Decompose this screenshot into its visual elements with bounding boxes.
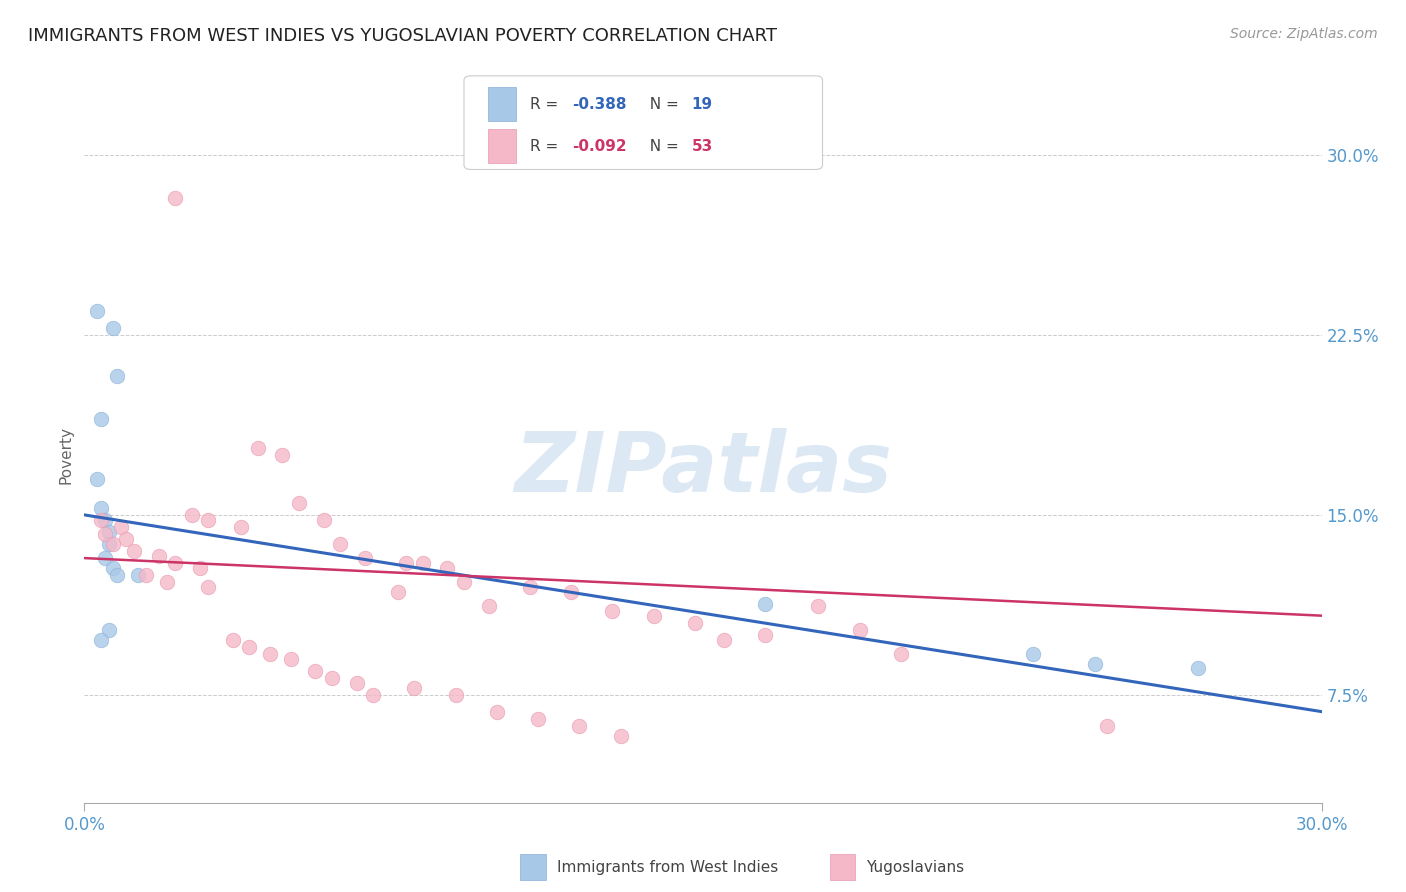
Point <box>304 664 326 678</box>
Point <box>477 599 499 613</box>
Text: -0.388: -0.388 <box>572 96 627 112</box>
Point <box>485 705 508 719</box>
Point <box>453 575 475 590</box>
Point <box>683 615 706 630</box>
Point <box>127 567 149 582</box>
Point <box>110 520 132 534</box>
Point <box>156 575 179 590</box>
Point <box>180 508 202 522</box>
Point <box>98 623 121 637</box>
Point <box>238 640 260 654</box>
Point <box>165 191 187 205</box>
Point <box>387 584 409 599</box>
Point <box>353 551 375 566</box>
Text: Source: ZipAtlas.com: Source: ZipAtlas.com <box>1230 27 1378 41</box>
Point <box>609 729 631 743</box>
Text: N =: N = <box>640 139 683 154</box>
Point <box>754 628 776 642</box>
Point <box>600 604 623 618</box>
Point <box>197 513 219 527</box>
Point <box>90 632 112 647</box>
Point <box>395 556 418 570</box>
Point <box>312 513 335 527</box>
Point <box>86 304 108 318</box>
Point <box>94 551 117 566</box>
Point <box>519 580 541 594</box>
Point <box>560 584 582 599</box>
Point <box>86 472 108 486</box>
Point <box>103 560 125 574</box>
Text: -0.092: -0.092 <box>572 139 627 154</box>
Text: Immigrants from West Indies: Immigrants from West Indies <box>557 860 778 874</box>
Point <box>1084 657 1107 671</box>
Text: ZIPatlas: ZIPatlas <box>515 428 891 509</box>
Point <box>1187 661 1209 675</box>
Point <box>103 537 125 551</box>
Y-axis label: Poverty: Poverty <box>58 425 73 484</box>
Point <box>165 556 187 570</box>
Point <box>98 537 121 551</box>
Point <box>148 549 170 563</box>
Point <box>568 719 591 733</box>
Point <box>321 671 343 685</box>
Point <box>259 647 281 661</box>
Point <box>188 560 211 574</box>
Point <box>1022 647 1045 661</box>
Point <box>346 676 368 690</box>
Point <box>90 513 112 527</box>
Point <box>329 537 352 551</box>
Text: 19: 19 <box>692 96 713 112</box>
Text: R =: R = <box>530 96 564 112</box>
Point <box>105 567 128 582</box>
Point <box>890 647 912 661</box>
Point <box>643 608 665 623</box>
Point <box>436 560 458 574</box>
Point <box>98 524 121 539</box>
Point <box>280 652 302 666</box>
Point <box>105 368 128 383</box>
Text: R =: R = <box>530 139 564 154</box>
Point <box>222 632 245 647</box>
Point <box>90 500 112 515</box>
Point <box>94 527 117 541</box>
Point <box>444 688 467 702</box>
Point <box>288 496 311 510</box>
Point <box>246 441 269 455</box>
Text: Yugoslavians: Yugoslavians <box>866 860 965 874</box>
Point <box>90 412 112 426</box>
Point <box>848 623 870 637</box>
Point <box>412 556 434 570</box>
Point <box>122 544 145 558</box>
Point <box>197 580 219 594</box>
Point <box>271 448 294 462</box>
Point <box>114 532 136 546</box>
Point <box>94 513 117 527</box>
Point <box>527 712 550 726</box>
Point <box>713 632 735 647</box>
Point <box>1095 719 1118 733</box>
Point <box>404 681 426 695</box>
Text: 53: 53 <box>692 139 713 154</box>
Point <box>754 597 776 611</box>
Point <box>103 320 125 334</box>
Point <box>361 688 384 702</box>
Text: N =: N = <box>640 96 683 112</box>
Point <box>229 520 252 534</box>
Point <box>807 599 830 613</box>
Text: IMMIGRANTS FROM WEST INDIES VS YUGOSLAVIAN POVERTY CORRELATION CHART: IMMIGRANTS FROM WEST INDIES VS YUGOSLAVI… <box>28 27 778 45</box>
Point <box>135 567 157 582</box>
